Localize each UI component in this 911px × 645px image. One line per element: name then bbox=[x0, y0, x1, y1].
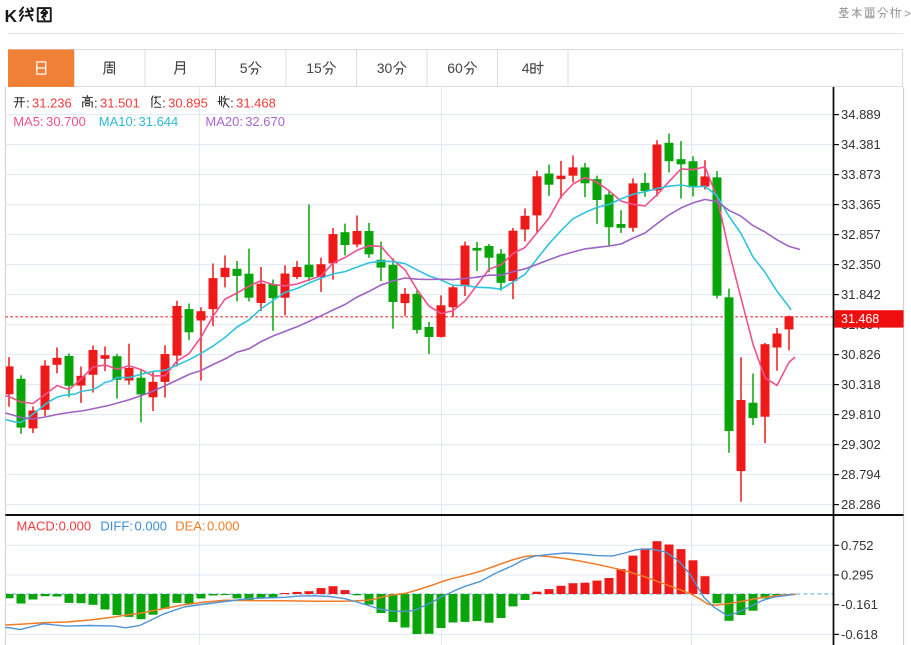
svg-text:31.644: 31.644 bbox=[139, 114, 179, 129]
svg-text:5: 5 bbox=[240, 60, 248, 76]
svg-text:31.842: 31.842 bbox=[841, 287, 881, 302]
svg-text:29.302: 29.302 bbox=[841, 437, 881, 452]
svg-text:28.286: 28.286 bbox=[841, 497, 881, 512]
svg-text:31.468: 31.468 bbox=[841, 312, 879, 326]
svg-text:K: K bbox=[5, 6, 18, 26]
svg-text:33.365: 33.365 bbox=[841, 197, 881, 212]
svg-text::: : bbox=[162, 96, 166, 111]
svg-text:60: 60 bbox=[447, 60, 463, 76]
svg-text:28.794: 28.794 bbox=[841, 467, 881, 482]
svg-text:MA10:: MA10: bbox=[99, 114, 137, 129]
svg-text:DEA:: DEA: bbox=[175, 519, 205, 534]
svg-text:34.381: 34.381 bbox=[841, 137, 881, 152]
svg-text:34.889: 34.889 bbox=[841, 107, 881, 122]
svg-text:0.000: 0.000 bbox=[135, 519, 168, 534]
svg-text::: : bbox=[230, 96, 234, 111]
svg-text:-0.161: -0.161 bbox=[841, 597, 878, 612]
svg-text:32.857: 32.857 bbox=[841, 227, 881, 242]
svg-text:32.350: 32.350 bbox=[841, 257, 881, 272]
svg-text:29.810: 29.810 bbox=[841, 407, 881, 422]
svg-text:MACD:: MACD: bbox=[17, 519, 59, 534]
svg-text::: : bbox=[26, 96, 30, 111]
svg-text:0.295: 0.295 bbox=[841, 568, 874, 583]
svg-text:0.000: 0.000 bbox=[207, 519, 240, 534]
svg-text:30.826: 30.826 bbox=[841, 347, 881, 362]
svg-text:30.895: 30.895 bbox=[168, 96, 208, 111]
svg-text:>: > bbox=[904, 7, 911, 21]
svg-text:0.000: 0.000 bbox=[59, 519, 92, 534]
svg-text:32.670: 32.670 bbox=[245, 114, 285, 129]
svg-text:31.236: 31.236 bbox=[32, 96, 72, 111]
svg-text:30.700: 30.700 bbox=[46, 114, 86, 129]
svg-text::: : bbox=[94, 96, 98, 111]
svg-text:30: 30 bbox=[377, 60, 393, 76]
svg-text:31.468: 31.468 bbox=[236, 96, 276, 111]
svg-text:MA5:: MA5: bbox=[13, 114, 43, 129]
svg-text:33.873: 33.873 bbox=[841, 167, 881, 182]
svg-text:4: 4 bbox=[522, 60, 530, 76]
svg-text:30.318: 30.318 bbox=[841, 377, 881, 392]
svg-text:0.752: 0.752 bbox=[841, 538, 874, 553]
svg-text:-0.618: -0.618 bbox=[841, 627, 878, 642]
svg-text:MA20:: MA20: bbox=[205, 114, 243, 129]
svg-text:31.501: 31.501 bbox=[100, 96, 140, 111]
svg-text:DIFF:: DIFF: bbox=[100, 519, 132, 534]
svg-text:15: 15 bbox=[306, 60, 322, 76]
